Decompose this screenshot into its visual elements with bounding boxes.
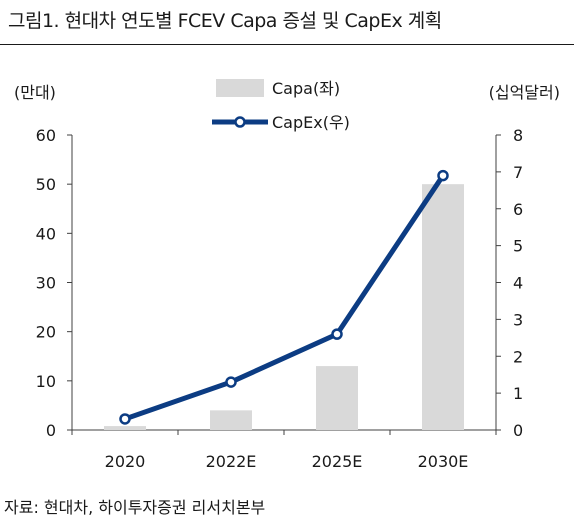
capa-bar <box>210 410 252 430</box>
x-tick-label: 2025E <box>312 452 363 471</box>
left-tick-label: 20 <box>36 323 56 342</box>
bar-series <box>104 184 464 430</box>
title-divider <box>0 44 574 45</box>
legend-label-capex: CapEx(우) <box>272 113 350 132</box>
left-tick-label: 30 <box>36 274 56 293</box>
left-tick-label: 60 <box>36 126 56 145</box>
right-tick-label: 6 <box>513 200 523 219</box>
x-tick-label: 2020 <box>105 452 146 471</box>
line-series <box>119 169 449 425</box>
right-tick-label: 3 <box>513 310 523 329</box>
source-note: 자료: 현대차, 하이투자증권 리서치본부 <box>4 498 266 517</box>
legend-swatch-capa <box>216 79 264 97</box>
capa-bar <box>104 426 146 430</box>
x-tick-label: 2022E <box>206 452 257 471</box>
capex-point <box>119 413 131 425</box>
left-tick-label: 10 <box>36 372 56 391</box>
capa-bar <box>422 184 464 430</box>
x-tick-label: 2030E <box>418 452 469 471</box>
legend-label-capa: Capa(좌) <box>272 79 340 98</box>
capex-point <box>437 169 449 182</box>
chart-title: 그림1. 현대차 연도별 FCEV Capa 증설 및 CapEx 계획 <box>8 10 442 32</box>
right-tick-label: 1 <box>513 384 523 403</box>
right-tick-label: 8 <box>513 126 523 145</box>
capex-point <box>225 376 237 388</box>
right-tick-label: 2 <box>513 347 523 366</box>
capex-line <box>124 174 446 422</box>
capa-bar <box>316 366 358 430</box>
right-axis-unit: (십억달러) <box>489 83 560 102</box>
legend-marker-capex <box>234 116 246 128</box>
right-tick-label: 0 <box>513 421 523 440</box>
left-tick-label: 40 <box>36 224 56 243</box>
capex-point <box>331 328 343 340</box>
right-tick-label: 4 <box>513 274 523 293</box>
right-tick-label: 5 <box>513 237 523 256</box>
legend: Capa(좌) CapEx(우) <box>212 79 350 132</box>
left-tick-label: 0 <box>46 421 56 440</box>
left-tick-label: 50 <box>36 175 56 194</box>
right-tick-label: 7 <box>513 163 523 182</box>
left-axis-unit: (만대) <box>14 83 56 102</box>
